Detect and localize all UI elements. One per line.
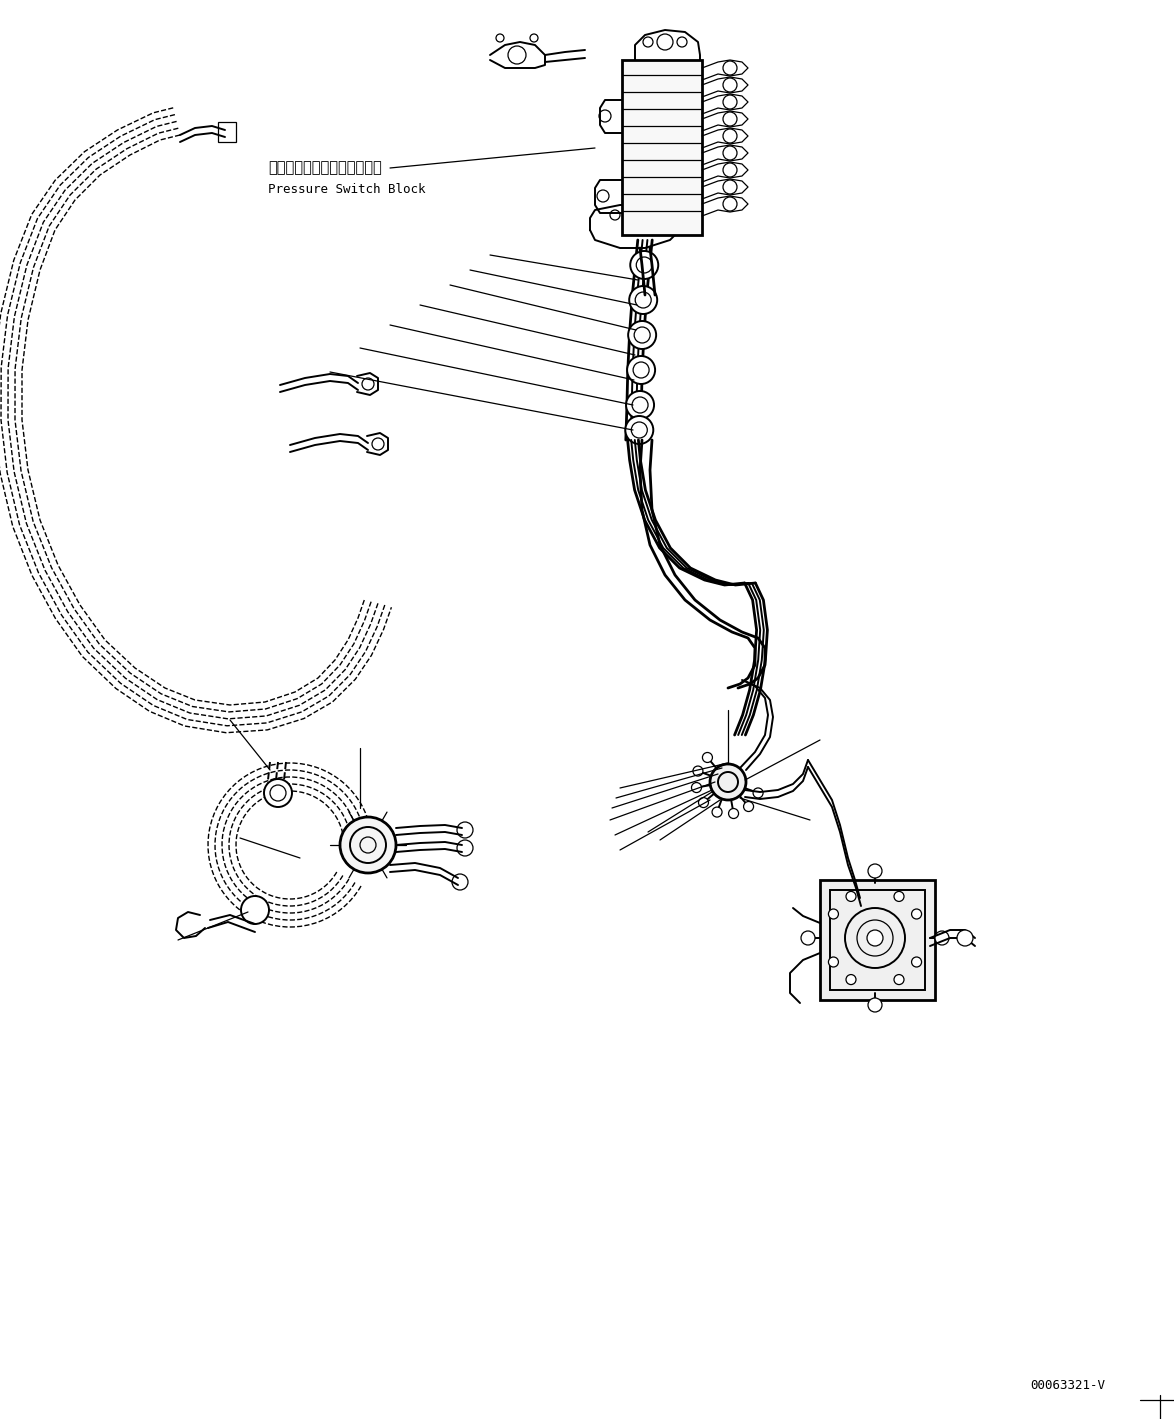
Circle shape (935, 931, 949, 945)
Circle shape (629, 287, 657, 314)
Circle shape (957, 929, 973, 946)
Circle shape (630, 251, 659, 280)
Circle shape (627, 356, 655, 385)
Circle shape (702, 752, 713, 762)
Bar (819, 880, 935, 1000)
Circle shape (868, 864, 882, 878)
Circle shape (713, 807, 722, 817)
Circle shape (699, 797, 708, 807)
Circle shape (626, 392, 654, 419)
Circle shape (801, 931, 815, 945)
Circle shape (710, 763, 745, 800)
Circle shape (264, 779, 292, 807)
Circle shape (626, 416, 653, 444)
Text: プレッシャスイッチブロック: プレッシャスイッチブロック (268, 160, 382, 175)
Circle shape (729, 809, 738, 819)
Circle shape (241, 895, 269, 924)
Circle shape (829, 910, 838, 920)
Bar (622, 60, 702, 236)
Circle shape (893, 975, 904, 985)
Circle shape (893, 891, 904, 901)
Circle shape (753, 788, 763, 797)
Circle shape (693, 766, 703, 776)
Circle shape (911, 910, 922, 920)
Circle shape (911, 956, 922, 966)
Circle shape (868, 998, 882, 1012)
Text: Pressure Switch Block: Pressure Switch Block (268, 183, 425, 196)
Bar (218, 122, 236, 142)
Circle shape (868, 929, 883, 946)
Circle shape (846, 891, 856, 901)
Circle shape (691, 782, 702, 793)
Circle shape (829, 956, 838, 966)
Circle shape (628, 321, 656, 349)
Text: 00063321-V: 00063321-V (1031, 1379, 1106, 1392)
Circle shape (743, 802, 754, 812)
Bar (830, 890, 925, 990)
Circle shape (846, 975, 856, 985)
Circle shape (340, 817, 396, 873)
